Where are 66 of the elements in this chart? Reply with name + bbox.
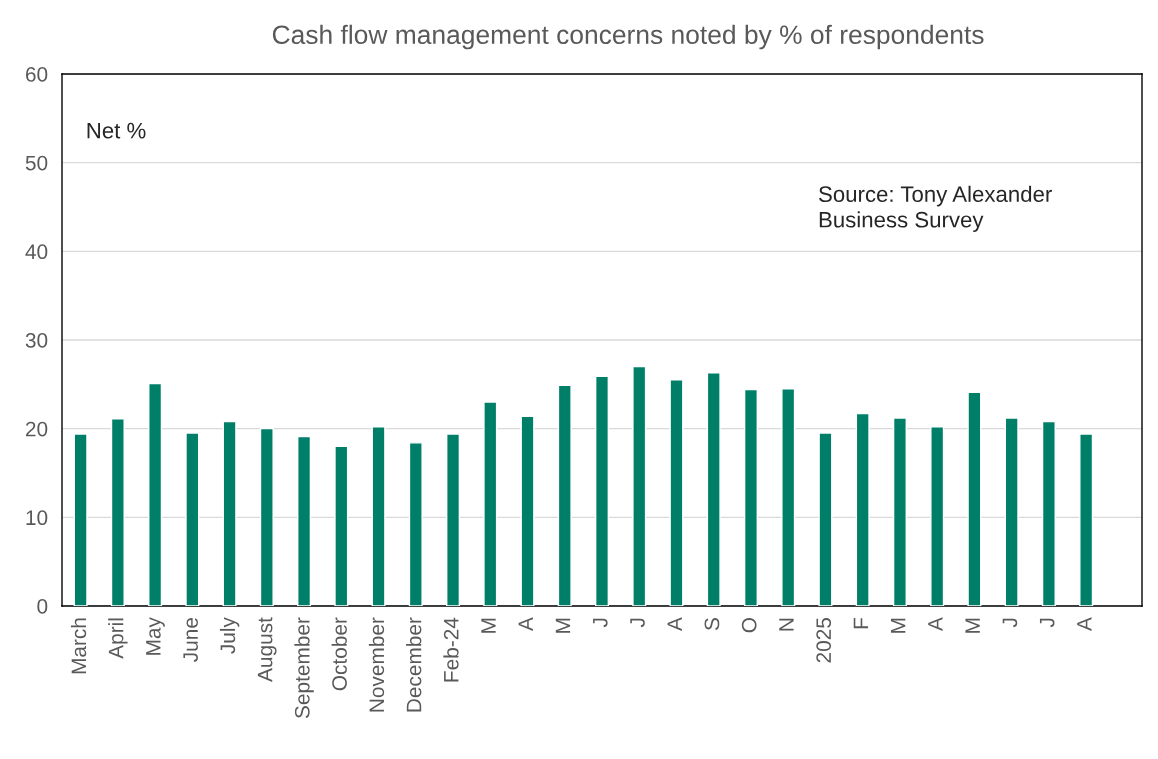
x-tick-label: August [257, 617, 277, 682]
bar [930, 426, 945, 606]
bar [781, 388, 796, 606]
bar [557, 384, 572, 606]
bar [483, 401, 498, 606]
bar [371, 426, 386, 606]
x-tick-label: May [146, 617, 165, 655]
x-tick-label: M [555, 618, 571, 633]
x-tick-label: F [853, 617, 869, 629]
y-tick-label: 30 [25, 333, 48, 348]
x-tick-label: J [630, 618, 645, 628]
bar [669, 379, 684, 606]
y-tick-label: 0 [37, 599, 48, 614]
x-tick-label: A [1077, 617, 1092, 631]
x-tick-label: A [518, 617, 533, 631]
annotation: Source: Tony Alexander Business Survey [819, 185, 1052, 232]
x-tick-label: J [1039, 618, 1055, 628]
x-tick-label: S [704, 618, 720, 631]
y-tick-label: 10 [26, 510, 48, 526]
bar [446, 433, 461, 606]
x-tick-label: June [183, 618, 198, 662]
bar [1004, 417, 1019, 606]
bar [594, 375, 610, 606]
annotation: Net % [87, 122, 146, 139]
x-tick-label: M [965, 618, 980, 633]
bar [110, 418, 125, 606]
x-tick-label: October [331, 617, 347, 691]
bar [818, 432, 833, 606]
bar [892, 417, 907, 606]
x-tick-label: Feb-24 [443, 617, 459, 682]
x-tick-label: A [928, 617, 943, 631]
bar [1079, 433, 1094, 606]
chart-title: Cash flow management concerns noted by % of respondents [272, 24, 984, 50]
bar [185, 432, 200, 606]
x-tick-label: M [481, 618, 496, 633]
x-tick-label: July [219, 617, 240, 654]
x-tick-label: M [890, 618, 906, 633]
bar [148, 382, 163, 606]
bar [632, 365, 647, 606]
x-tick-label: April [108, 618, 128, 659]
y-tick-label: 60 [26, 67, 48, 82]
x-tick-label: September [294, 617, 314, 719]
bar [259, 427, 274, 606]
x-tick-label: 2025 [816, 617, 832, 663]
x-tick-label: J [593, 618, 608, 628]
x-tick-label: November [368, 617, 385, 712]
bar [222, 420, 237, 606]
bar [408, 442, 423, 606]
bar [855, 412, 870, 606]
bar [520, 415, 535, 606]
x-tick-label: March [70, 618, 87, 674]
x-tick-label: O [741, 618, 757, 633]
x-tick-label: December [406, 617, 422, 712]
x-tick-label: N [779, 618, 794, 631]
x-tick-label: A [667, 617, 682, 631]
bar [297, 435, 312, 606]
bar [706, 372, 721, 606]
bar [1041, 420, 1056, 606]
bar [743, 388, 758, 606]
y-tick-label: 20 [25, 421, 48, 437]
y-tick-label: 40 [25, 244, 48, 260]
x-tick-label: J [1002, 618, 1018, 628]
y-tick-label: 50 [25, 155, 48, 171]
bar [73, 433, 88, 606]
bar [334, 445, 349, 606]
bar [967, 391, 982, 606]
